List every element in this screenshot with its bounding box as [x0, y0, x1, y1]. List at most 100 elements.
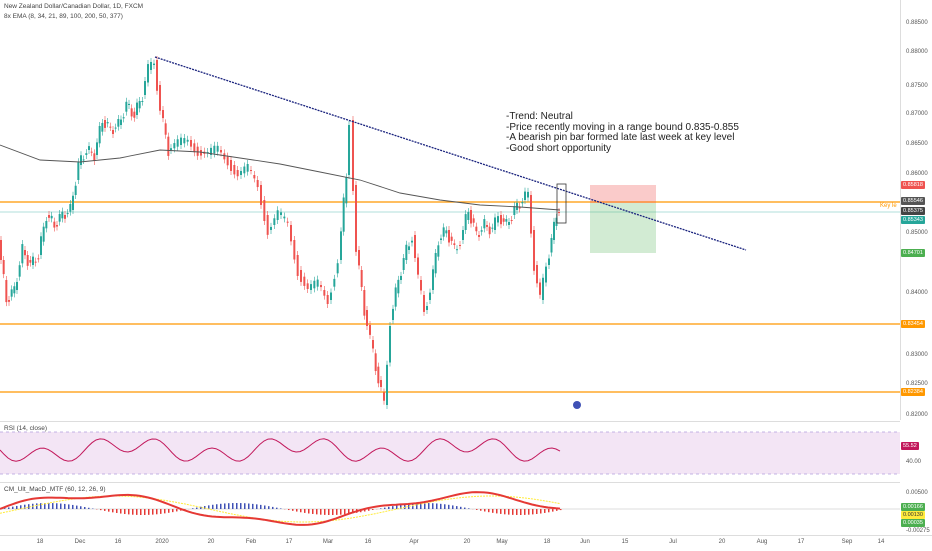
candle-body: [141, 101, 143, 102]
candle-body: [27, 255, 29, 266]
macd-bar: [476, 509, 478, 510]
price-badge: 0.83454: [901, 320, 925, 328]
macd-bar: [344, 509, 346, 514]
candle-body: [223, 153, 225, 159]
candle-body: [423, 295, 425, 312]
macd-bar: [328, 509, 330, 515]
candle-body: [323, 290, 325, 296]
candle-body: [112, 130, 114, 134]
macd-bar: [60, 504, 62, 509]
candle-body: [133, 112, 135, 118]
candle-body: [128, 104, 130, 105]
time-tick: Feb: [246, 539, 256, 545]
candle-body: [521, 202, 523, 203]
price-badge: 0.85818: [901, 181, 925, 189]
rsi-label: RSI (14, close): [4, 425, 47, 432]
macd-label: CM_Ult_MacD_MTF (60, 12, 26, 9): [4, 486, 106, 493]
candle-body: [159, 85, 161, 111]
price-pane[interactable]: New Zealand Dollar/Canadian Dollar, 1D, …: [0, 0, 900, 420]
macd-tick: -0.00275: [906, 528, 930, 534]
macd-bar: [540, 509, 542, 514]
candle-body: [551, 238, 553, 253]
macd-bar: [432, 503, 434, 509]
macd-bar: [452, 505, 454, 509]
candle-body: [497, 216, 499, 222]
candle-body: [389, 326, 391, 363]
macd-bar: [16, 506, 18, 509]
rsi-pane[interactable]: RSI (14, close): [0, 421, 900, 482]
candle-body: [473, 218, 475, 222]
candle-body: [253, 175, 255, 178]
candle-body: [283, 217, 285, 219]
candle-body: [96, 142, 98, 155]
macd-pane[interactable]: CM_Ult_MacD_MTF (60, 12, 26, 9): [0, 482, 900, 535]
candle-body: [348, 125, 350, 175]
macd-bar: [8, 507, 10, 509]
time-tick: 18: [544, 539, 551, 545]
candle-body: [313, 281, 315, 289]
macd-bar: [428, 503, 430, 509]
candle-body: [35, 262, 37, 263]
price-chart[interactable]: [0, 0, 900, 420]
macd-bar: [340, 509, 342, 515]
macd-bar: [248, 504, 250, 509]
candle-body: [297, 255, 299, 276]
macd-bar: [460, 507, 462, 509]
candle-body: [230, 160, 232, 171]
candle-body: [459, 245, 461, 246]
note-line: -A bearish pin bar formed late last week…: [506, 133, 739, 144]
macd-bar: [464, 508, 466, 509]
macd-bar: [240, 503, 242, 509]
macd-bar: [380, 508, 382, 509]
candle-body: [67, 213, 69, 214]
candle-body: [432, 269, 434, 290]
candle-body: [467, 212, 469, 220]
candle-body: [445, 230, 447, 233]
candle-body: [310, 284, 312, 290]
macd-bar: [372, 509, 374, 510]
candle-body: [243, 167, 245, 174]
macd-bar: [52, 503, 54, 509]
macd-bar: [336, 509, 338, 515]
candle-body: [64, 215, 66, 219]
macd-bar: [488, 509, 490, 512]
indicator-label: 8x EMA (8, 34, 21, 89, 100, 200, 50, 377…: [4, 13, 123, 20]
macd-bar: [260, 505, 262, 509]
candle-body: [104, 120, 106, 128]
candle-body: [383, 393, 385, 401]
candle-body: [530, 195, 532, 234]
candle-body: [263, 200, 265, 221]
time-tick: 14: [878, 539, 885, 545]
time-tick: Aug: [757, 539, 768, 545]
price-tick: 0.85000: [906, 230, 928, 236]
analysis-note: -Trend: Neutral -Price recently moving i…: [506, 112, 739, 154]
candle-body: [120, 120, 122, 125]
candle-body: [250, 170, 252, 171]
candle-body: [233, 165, 235, 174]
macd-bar: [308, 509, 310, 513]
candle-body: [260, 185, 262, 205]
candle-body: [150, 62, 152, 70]
candle-body: [377, 367, 379, 384]
candle-body: [553, 222, 555, 240]
candle-body: [293, 240, 295, 259]
note-line: -Trend: Neutral: [506, 112, 739, 123]
candle-body: [440, 238, 442, 240]
macd-bar: [388, 507, 390, 509]
candle-body: [37, 258, 39, 259]
price-tick: 0.82000: [906, 412, 928, 418]
macd-chart[interactable]: [0, 483, 900, 535]
rsi-band: [0, 432, 900, 474]
time-tick: 20: [208, 539, 215, 545]
candle-body: [273, 218, 275, 225]
candle-body: [511, 220, 513, 221]
rsi-chart[interactable]: [0, 422, 900, 482]
candle-body: [539, 283, 541, 295]
candle-body: [352, 120, 354, 191]
candle-body: [147, 64, 149, 82]
candle-body: [448, 230, 450, 243]
candle-body: [395, 287, 397, 306]
candle-body: [327, 295, 329, 304]
macd-bar: [212, 505, 214, 509]
candle-body: [414, 235, 416, 258]
